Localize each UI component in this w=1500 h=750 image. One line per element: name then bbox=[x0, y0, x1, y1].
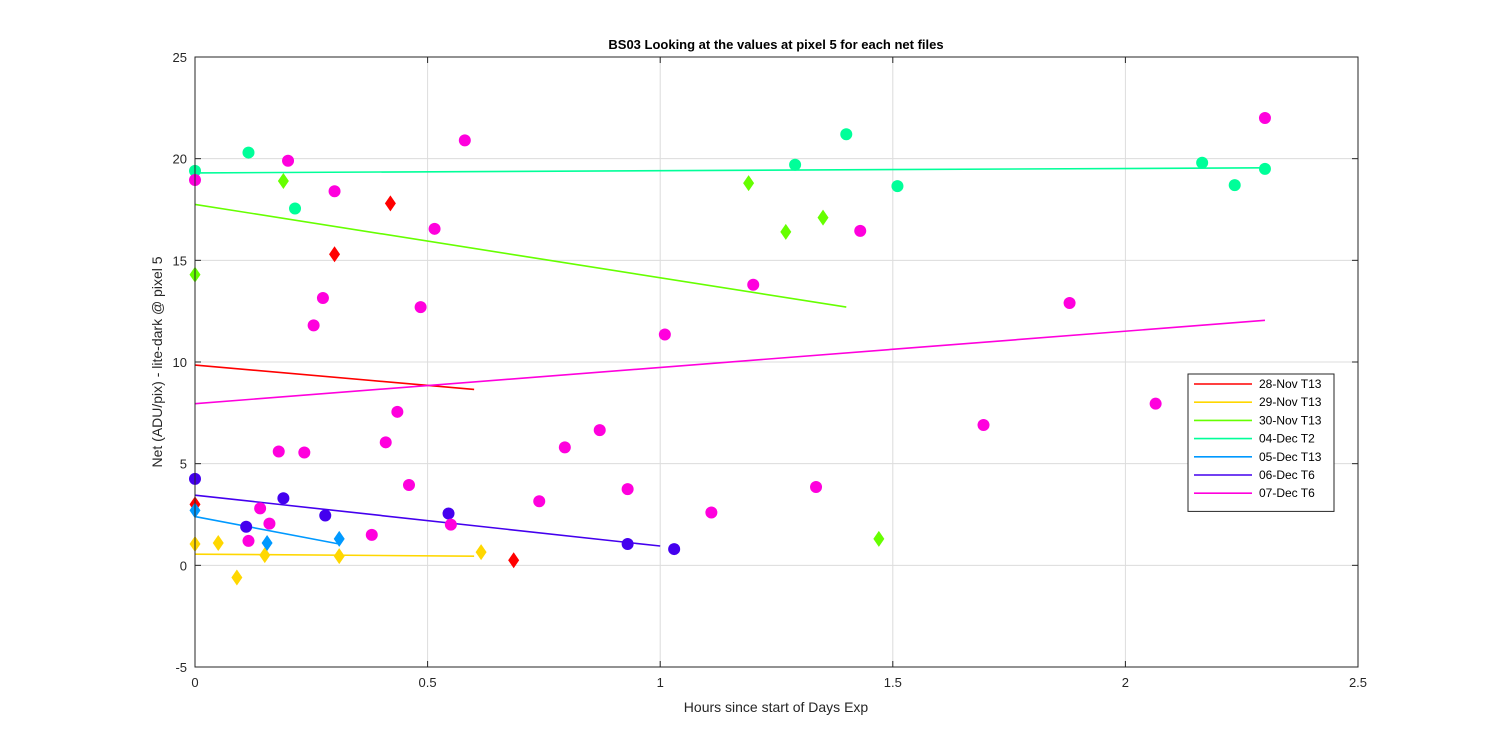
point-07-dec-t6 bbox=[1063, 297, 1076, 310]
point-07-dec-t6 bbox=[747, 278, 760, 291]
point-07-dec-t6 bbox=[282, 154, 295, 167]
point-28-nov-t13 bbox=[384, 195, 396, 212]
point-07-dec-t6 bbox=[414, 301, 427, 314]
x-tick-label: 0.5 bbox=[419, 675, 437, 690]
point-07-dec-t6 bbox=[298, 446, 311, 459]
legend: 28-Nov T13 29-Nov T13 30-Nov T13 04-Dec T2 0… bbox=[1187, 373, 1335, 512]
legend-box bbox=[1187, 373, 1335, 512]
legend-label-29-nov-t13: 29-Nov T13 bbox=[1259, 395, 1322, 409]
point-30-nov-t13 bbox=[277, 173, 289, 190]
point-07-dec-t6 bbox=[1149, 397, 1162, 410]
point-04-dec-t2 bbox=[789, 158, 802, 171]
point-07-dec-t6 bbox=[254, 502, 267, 515]
legend-label-28-nov-t13: 28-Nov T13 bbox=[1259, 377, 1322, 391]
point-07-dec-t6 bbox=[658, 328, 671, 341]
point-07-dec-t6 bbox=[365, 528, 378, 541]
point-07-dec-t6 bbox=[402, 479, 415, 492]
x-tick-label: 2.5 bbox=[1349, 675, 1367, 690]
point-07-dec-t6 bbox=[272, 445, 285, 458]
point-04-dec-t2 bbox=[840, 128, 853, 141]
y-tick-label: -5 bbox=[175, 660, 187, 675]
x-axis-ticks: 0 0.5 1 1.5 2 2.5 bbox=[191, 57, 1367, 690]
point-07-dec-t6 bbox=[977, 419, 990, 432]
point-07-dec-t6 bbox=[558, 441, 571, 454]
y-tick-label: 20 bbox=[173, 152, 187, 167]
point-07-dec-t6 bbox=[444, 518, 457, 531]
point-07-dec-t6 bbox=[428, 222, 441, 235]
fit-line-04-dec-t2 bbox=[194, 167, 1265, 174]
point-05-dec-t13 bbox=[261, 534, 273, 551]
y-tick-label: 10 bbox=[173, 355, 187, 370]
point-30-nov-t13 bbox=[873, 530, 885, 547]
point-07-dec-t6 bbox=[533, 495, 546, 508]
chart-title: BS03 Looking at the values at pixel 5 fo… bbox=[608, 37, 943, 52]
point-04-dec-t2 bbox=[1196, 156, 1209, 169]
y-tick-label: 25 bbox=[173, 50, 187, 65]
y-tick-label: 15 bbox=[173, 253, 187, 268]
point-07-dec-t6 bbox=[263, 517, 276, 530]
fit-line-07-dec-t6 bbox=[194, 319, 1266, 405]
point-07-dec-t6 bbox=[621, 483, 634, 496]
point-07-dec-t6 bbox=[379, 436, 392, 449]
y-tick-label: 0 bbox=[180, 558, 187, 573]
legend-label-07-dec-t6: 07-Dec T6 bbox=[1259, 486, 1315, 500]
point-04-dec-t2 bbox=[1228, 179, 1241, 192]
point-29-nov-t13 bbox=[333, 548, 345, 565]
fit-line-06-dec-t6 bbox=[194, 494, 661, 547]
point-07-dec-t6 bbox=[307, 319, 320, 332]
point-30-nov-t13 bbox=[780, 223, 792, 240]
point-07-dec-t6 bbox=[316, 291, 329, 304]
point-28-nov-t13 bbox=[329, 246, 341, 263]
x-tick-label: 0 bbox=[191, 675, 198, 690]
y-axis-ticks: -5 0 5 10 15 20 25 bbox=[173, 50, 1358, 675]
point-04-dec-t2 bbox=[891, 180, 904, 193]
point-06-dec-t6 bbox=[319, 509, 332, 522]
data-points bbox=[189, 112, 1271, 586]
point-07-dec-t6 bbox=[1258, 112, 1271, 124]
legend-label-04-dec-t2: 04-Dec T2 bbox=[1259, 432, 1315, 446]
fit-line-30-nov-t13 bbox=[194, 203, 847, 308]
y-tick-label: 5 bbox=[180, 457, 187, 472]
point-04-dec-t2 bbox=[1258, 162, 1271, 175]
point-06-dec-t6 bbox=[277, 492, 290, 505]
point-06-dec-t6 bbox=[442, 507, 455, 520]
point-05-dec-t13 bbox=[333, 530, 345, 547]
point-04-dec-t2 bbox=[242, 146, 255, 159]
x-tick-label: 1 bbox=[657, 675, 664, 690]
point-07-dec-t6 bbox=[854, 224, 867, 237]
x-tick-label: 2 bbox=[1122, 675, 1129, 690]
point-07-dec-t6 bbox=[705, 506, 718, 519]
legend-label-06-dec-t6: 06-Dec T6 bbox=[1259, 468, 1315, 482]
point-28-nov-t13 bbox=[508, 552, 520, 569]
point-07-dec-t6 bbox=[810, 481, 823, 494]
point-29-nov-t13 bbox=[259, 547, 271, 564]
point-06-dec-t6 bbox=[621, 537, 634, 550]
point-07-dec-t6 bbox=[328, 185, 341, 198]
point-07-dec-t6 bbox=[391, 405, 404, 418]
legend-label-05-dec-t13: 05-Dec T13 bbox=[1259, 450, 1322, 464]
point-04-dec-t2 bbox=[289, 202, 302, 215]
point-29-nov-t13 bbox=[475, 544, 487, 561]
point-30-nov-t13 bbox=[817, 209, 829, 226]
point-29-nov-t13 bbox=[231, 569, 243, 586]
point-07-dec-t6 bbox=[593, 424, 606, 437]
x-tick-label: 1.5 bbox=[884, 675, 902, 690]
legend-label-30-nov-t13: 30-Nov T13 bbox=[1259, 413, 1322, 427]
y-axis-title: Net (ADU/pix) - lite-dark @ pixel 5 bbox=[149, 256, 165, 467]
point-07-dec-t6 bbox=[458, 134, 471, 147]
fit-line-05-dec-t13 bbox=[194, 515, 340, 545]
point-29-nov-t13 bbox=[212, 534, 224, 551]
point-30-nov-t13 bbox=[743, 175, 755, 192]
point-06-dec-t6 bbox=[668, 543, 681, 556]
point-06-dec-t6 bbox=[240, 520, 253, 533]
point-07-dec-t6 bbox=[242, 534, 255, 547]
x-axis-title: Hours since start of Days Exp bbox=[684, 699, 869, 715]
